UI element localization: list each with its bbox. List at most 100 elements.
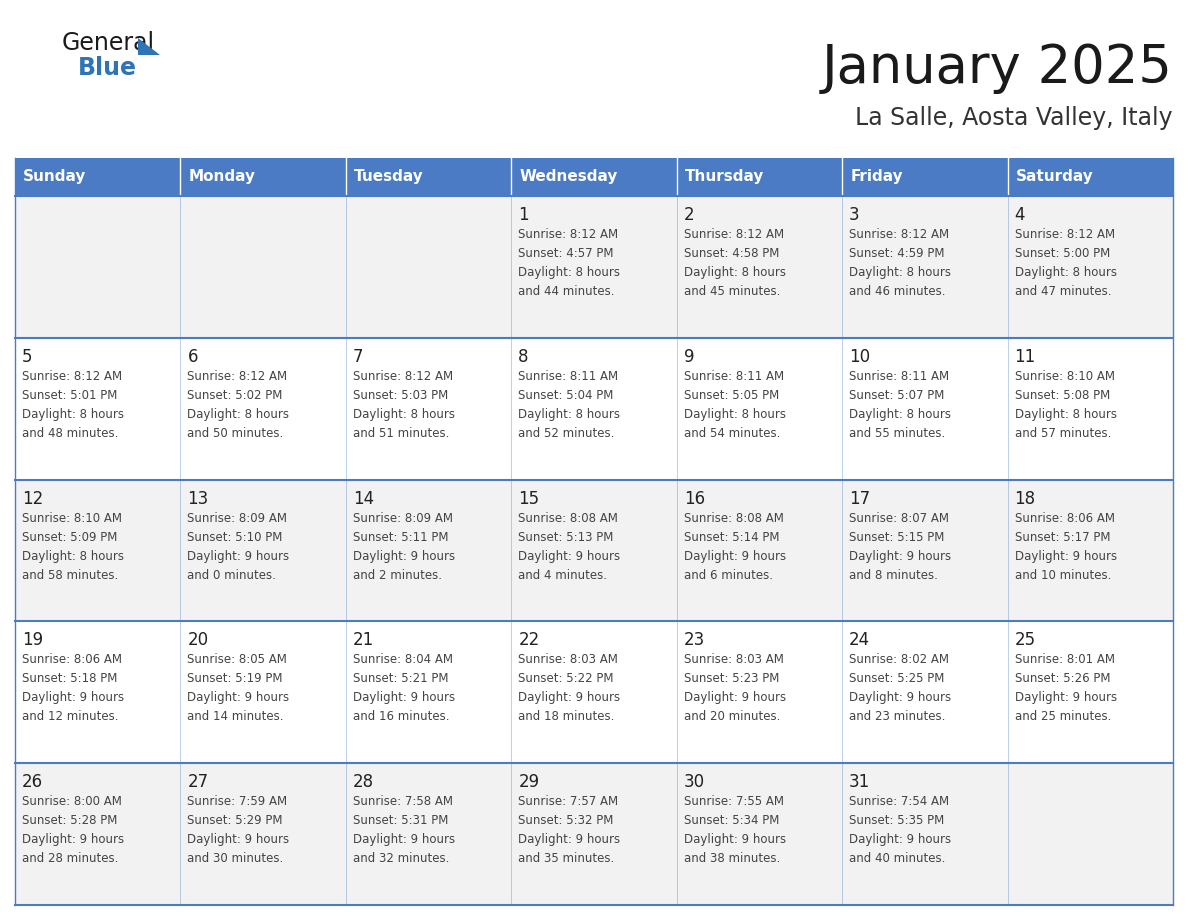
Text: and 35 minutes.: and 35 minutes. bbox=[518, 852, 614, 865]
Text: La Salle, Aosta Valley, Italy: La Salle, Aosta Valley, Italy bbox=[855, 106, 1173, 130]
Text: Daylight: 8 hours: Daylight: 8 hours bbox=[849, 408, 952, 420]
Text: and 0 minutes.: and 0 minutes. bbox=[188, 568, 277, 582]
Text: 14: 14 bbox=[353, 489, 374, 508]
Text: 3: 3 bbox=[849, 206, 860, 224]
Text: Daylight: 9 hours: Daylight: 9 hours bbox=[684, 834, 785, 846]
Text: Daylight: 8 hours: Daylight: 8 hours bbox=[353, 408, 455, 420]
Text: Daylight: 9 hours: Daylight: 9 hours bbox=[23, 834, 124, 846]
Text: Sunrise: 8:11 AM: Sunrise: 8:11 AM bbox=[518, 370, 619, 383]
Text: Sunset: 5:17 PM: Sunset: 5:17 PM bbox=[1015, 531, 1110, 543]
Text: Daylight: 9 hours: Daylight: 9 hours bbox=[1015, 550, 1117, 563]
Text: Daylight: 9 hours: Daylight: 9 hours bbox=[353, 691, 455, 704]
Text: 24: 24 bbox=[849, 632, 871, 649]
Text: and 12 minutes.: and 12 minutes. bbox=[23, 711, 119, 723]
Text: and 45 minutes.: and 45 minutes. bbox=[684, 285, 781, 298]
Text: Sunrise: 8:11 AM: Sunrise: 8:11 AM bbox=[849, 370, 949, 383]
Text: Sunset: 5:35 PM: Sunset: 5:35 PM bbox=[849, 814, 944, 827]
Text: Sunrise: 8:03 AM: Sunrise: 8:03 AM bbox=[518, 654, 618, 666]
Text: 17: 17 bbox=[849, 489, 871, 508]
Text: Sunset: 5:10 PM: Sunset: 5:10 PM bbox=[188, 531, 283, 543]
Text: 8: 8 bbox=[518, 348, 529, 365]
Text: and 44 minutes.: and 44 minutes. bbox=[518, 285, 614, 298]
Polygon shape bbox=[15, 196, 1173, 338]
Text: Daylight: 9 hours: Daylight: 9 hours bbox=[1015, 691, 1117, 704]
Text: Sunset: 5:08 PM: Sunset: 5:08 PM bbox=[1015, 389, 1110, 402]
Text: Sunset: 5:03 PM: Sunset: 5:03 PM bbox=[353, 389, 448, 402]
Text: Sunrise: 8:09 AM: Sunrise: 8:09 AM bbox=[188, 511, 287, 524]
Text: Sunset: 5:21 PM: Sunset: 5:21 PM bbox=[353, 672, 448, 686]
Text: Sunrise: 8:07 AM: Sunrise: 8:07 AM bbox=[849, 511, 949, 524]
Text: Wednesday: Wednesday bbox=[519, 170, 618, 185]
Text: Daylight: 9 hours: Daylight: 9 hours bbox=[188, 834, 290, 846]
Text: Daylight: 9 hours: Daylight: 9 hours bbox=[23, 691, 124, 704]
Text: Daylight: 8 hours: Daylight: 8 hours bbox=[1015, 408, 1117, 420]
Text: Daylight: 9 hours: Daylight: 9 hours bbox=[684, 550, 785, 563]
Text: Sunrise: 8:06 AM: Sunrise: 8:06 AM bbox=[1015, 511, 1114, 524]
Text: 26: 26 bbox=[23, 773, 43, 791]
Text: and 46 minutes.: and 46 minutes. bbox=[849, 285, 946, 298]
Text: Sunset: 5:01 PM: Sunset: 5:01 PM bbox=[23, 389, 118, 402]
Text: and 16 minutes.: and 16 minutes. bbox=[353, 711, 449, 723]
Text: Sunrise: 8:10 AM: Sunrise: 8:10 AM bbox=[1015, 370, 1114, 383]
Text: Sunrise: 8:11 AM: Sunrise: 8:11 AM bbox=[684, 370, 784, 383]
Text: Sunset: 5:15 PM: Sunset: 5:15 PM bbox=[849, 531, 944, 543]
Text: 31: 31 bbox=[849, 773, 871, 791]
Text: 18: 18 bbox=[1015, 489, 1036, 508]
Text: Sunset: 5:13 PM: Sunset: 5:13 PM bbox=[518, 531, 614, 543]
Text: Daylight: 9 hours: Daylight: 9 hours bbox=[849, 691, 952, 704]
Text: Tuesday: Tuesday bbox=[354, 170, 424, 185]
Text: 12: 12 bbox=[23, 489, 43, 508]
Text: 22: 22 bbox=[518, 632, 539, 649]
Polygon shape bbox=[677, 158, 842, 196]
Text: Sunrise: 8:12 AM: Sunrise: 8:12 AM bbox=[684, 228, 784, 241]
Text: Sunset: 5:04 PM: Sunset: 5:04 PM bbox=[518, 389, 614, 402]
Text: 21: 21 bbox=[353, 632, 374, 649]
Polygon shape bbox=[346, 158, 511, 196]
Text: Daylight: 9 hours: Daylight: 9 hours bbox=[188, 691, 290, 704]
Text: Sunrise: 8:10 AM: Sunrise: 8:10 AM bbox=[23, 511, 122, 524]
Text: and 6 minutes.: and 6 minutes. bbox=[684, 568, 772, 582]
Polygon shape bbox=[15, 158, 181, 196]
Text: Daylight: 9 hours: Daylight: 9 hours bbox=[684, 691, 785, 704]
Text: Daylight: 8 hours: Daylight: 8 hours bbox=[188, 408, 290, 420]
Text: Sunrise: 8:12 AM: Sunrise: 8:12 AM bbox=[23, 370, 122, 383]
Text: Sunset: 5:31 PM: Sunset: 5:31 PM bbox=[353, 814, 448, 827]
Text: Daylight: 9 hours: Daylight: 9 hours bbox=[518, 691, 620, 704]
Text: 30: 30 bbox=[684, 773, 704, 791]
Polygon shape bbox=[181, 158, 346, 196]
Text: 2: 2 bbox=[684, 206, 694, 224]
Text: Blue: Blue bbox=[78, 56, 137, 80]
Text: Sunset: 5:25 PM: Sunset: 5:25 PM bbox=[849, 672, 944, 686]
Text: 1: 1 bbox=[518, 206, 529, 224]
Text: and 55 minutes.: and 55 minutes. bbox=[849, 427, 946, 440]
Text: Sunrise: 8:03 AM: Sunrise: 8:03 AM bbox=[684, 654, 784, 666]
Text: Daylight: 8 hours: Daylight: 8 hours bbox=[684, 408, 785, 420]
Text: and 38 minutes.: and 38 minutes. bbox=[684, 852, 781, 865]
Text: 10: 10 bbox=[849, 348, 871, 365]
Text: and 4 minutes.: and 4 minutes. bbox=[518, 568, 607, 582]
Text: 6: 6 bbox=[188, 348, 198, 365]
Text: Sunrise: 8:05 AM: Sunrise: 8:05 AM bbox=[188, 654, 287, 666]
Text: Sunset: 4:57 PM: Sunset: 4:57 PM bbox=[518, 247, 614, 260]
Text: and 58 minutes.: and 58 minutes. bbox=[23, 568, 119, 582]
Text: and 30 minutes.: and 30 minutes. bbox=[188, 852, 284, 865]
Text: 16: 16 bbox=[684, 489, 704, 508]
Text: Sunrise: 8:12 AM: Sunrise: 8:12 AM bbox=[353, 370, 453, 383]
Polygon shape bbox=[1007, 158, 1173, 196]
Text: 15: 15 bbox=[518, 489, 539, 508]
Text: Daylight: 8 hours: Daylight: 8 hours bbox=[1015, 266, 1117, 279]
Text: Daylight: 8 hours: Daylight: 8 hours bbox=[23, 408, 124, 420]
Text: Sunset: 5:22 PM: Sunset: 5:22 PM bbox=[518, 672, 614, 686]
Text: and 20 minutes.: and 20 minutes. bbox=[684, 711, 781, 723]
Text: Sunset: 5:34 PM: Sunset: 5:34 PM bbox=[684, 814, 779, 827]
Text: and 57 minutes.: and 57 minutes. bbox=[1015, 427, 1111, 440]
Text: Sunrise: 7:58 AM: Sunrise: 7:58 AM bbox=[353, 795, 453, 808]
Text: Sunset: 5:14 PM: Sunset: 5:14 PM bbox=[684, 531, 779, 543]
Polygon shape bbox=[15, 621, 1173, 763]
Text: Daylight: 9 hours: Daylight: 9 hours bbox=[353, 550, 455, 563]
Polygon shape bbox=[138, 38, 160, 55]
Text: Monday: Monday bbox=[189, 170, 255, 185]
Text: Sunset: 5:11 PM: Sunset: 5:11 PM bbox=[353, 531, 448, 543]
Text: Sunset: 5:28 PM: Sunset: 5:28 PM bbox=[23, 814, 118, 827]
Text: January 2025: January 2025 bbox=[822, 42, 1173, 94]
